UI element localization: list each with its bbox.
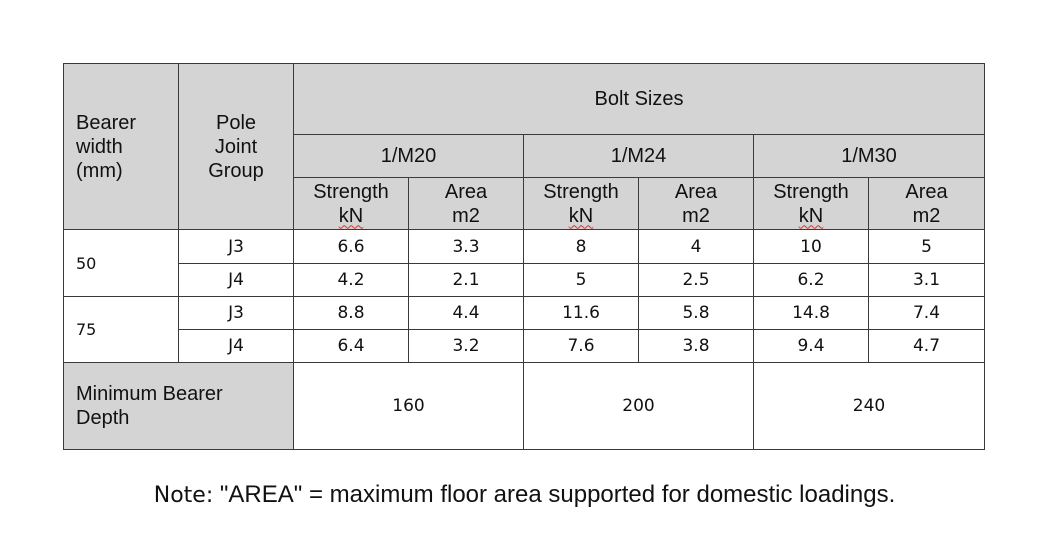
value-cell: 8 (523, 229, 639, 264)
bolt-sizes-header: Bolt Sizes (292, 63, 986, 135)
area-label: Area (444, 180, 488, 203)
value-cell: 2.5 (638, 263, 754, 297)
bearer-width-header: Bearer width (mm) (63, 63, 179, 230)
min-depth-label-line: Minimum Bearer (76, 383, 223, 405)
value-cell: 8.8 (293, 296, 409, 330)
area-header: Area m2 (638, 177, 754, 230)
strength-header: Strength kN (523, 177, 639, 230)
bearer-width-cell: 50 (63, 229, 179, 297)
strength-unit: kN (568, 204, 594, 227)
table-row: 75 J3 8.8 4.4 11.6 5.8 14.8 7.4 (63, 296, 986, 363)
table-row: Minimum Bearer Depth 160 200 240 (63, 362, 986, 450)
strength-header: Strength kN (293, 177, 409, 230)
pole-joint-header-line: Joint (214, 135, 258, 158)
joint-group-cell: J4 (178, 263, 294, 297)
value-cell: 9.4 (753, 329, 869, 363)
value-cell: 6.2 (753, 263, 869, 297)
table-row: J4 4.2 2.1 5 2.5 6.2 3.1 (64, 263, 986, 297)
min-depth-label-line: Depth (76, 407, 130, 429)
strength-unit: kN (338, 204, 364, 227)
bolt-capacity-table: Bearer width (mm) Pole Joint Group Bolt … (63, 63, 986, 450)
bearer-width-header-line: width (76, 135, 123, 158)
note-text: "AREA" = maximum floor area supported fo… (213, 481, 896, 508)
joint-group-cell: J3 (178, 229, 294, 264)
value-cell: 14.8 (753, 296, 869, 330)
strength-label: Strength (543, 180, 619, 203)
area-header: Area m2 (867, 177, 986, 230)
strength-label: Strength (773, 180, 849, 203)
value-cell: 5.8 (638, 296, 754, 330)
value-cell: 3.2 (408, 329, 524, 363)
bearer-width-header-line: (mm) (76, 159, 123, 182)
value-cell: 4.7 (867, 329, 986, 363)
table-row: 50 J3 6.6 3.3 8 4 10 5 (63, 229, 986, 297)
value-cell: 3.1 (867, 263, 986, 297)
value-cell: 2.1 (408, 263, 524, 297)
bearer-width-cell: 75 (63, 296, 179, 363)
value-cell: 11.6 (523, 296, 639, 330)
value-cell: 5 (867, 229, 986, 264)
bearer-width-header-line: Bearer (76, 111, 137, 134)
area-header: Area m2 (408, 177, 524, 230)
value-cell: 3.3 (408, 229, 524, 264)
value-cell: 6.4 (293, 329, 409, 363)
joint-group-cell: J4 (178, 329, 294, 363)
joint-group-cell: J3 (178, 296, 294, 330)
value-cell: 6.6 (293, 229, 409, 264)
table-row: J4 6.4 3.2 7.6 3.8 9.4 4.7 (64, 329, 986, 363)
strength-unit: kN (798, 204, 824, 227)
pole-joint-header-line: Pole (215, 111, 257, 134)
pole-joint-header-line: Group (208, 159, 264, 182)
min-depth-m30-cell: 240 (752, 362, 986, 450)
note-prefix: Note: (153, 483, 214, 508)
value-cell: 4 (638, 229, 754, 264)
bolt-size-m24-header: 1/M24 (523, 134, 754, 178)
strength-label: Strength (313, 180, 389, 203)
value-cell: 7.4 (867, 296, 986, 330)
min-depth-m24-cell: 200 (523, 362, 754, 450)
value-cell: 4.4 (408, 296, 524, 330)
area-unit: m2 (912, 204, 941, 227)
area-label: Area (905, 180, 948, 203)
bolt-size-m20-header: 1/M20 (293, 134, 524, 178)
pole-joint-group-header: Pole Joint Group (178, 63, 294, 230)
min-bearer-depth-label: Minimum Bearer Depth (63, 362, 294, 450)
area-unit: m2 (452, 204, 480, 227)
value-cell: 5 (523, 263, 639, 297)
value-cell: 10 (753, 229, 869, 264)
value-cell: 7.6 (523, 329, 639, 363)
footnote: Note: "AREA" = maximum floor area suppor… (0, 480, 1049, 511)
min-depth-m20-cell: 160 (293, 362, 524, 450)
bolt-size-m30-header: 1/M30 (752, 134, 986, 178)
area-unit: m2 (682, 204, 710, 227)
area-label: Area (674, 180, 718, 203)
value-cell: 3.8 (638, 329, 754, 363)
strength-header: Strength kN (753, 177, 869, 230)
value-cell: 4.2 (293, 263, 409, 297)
